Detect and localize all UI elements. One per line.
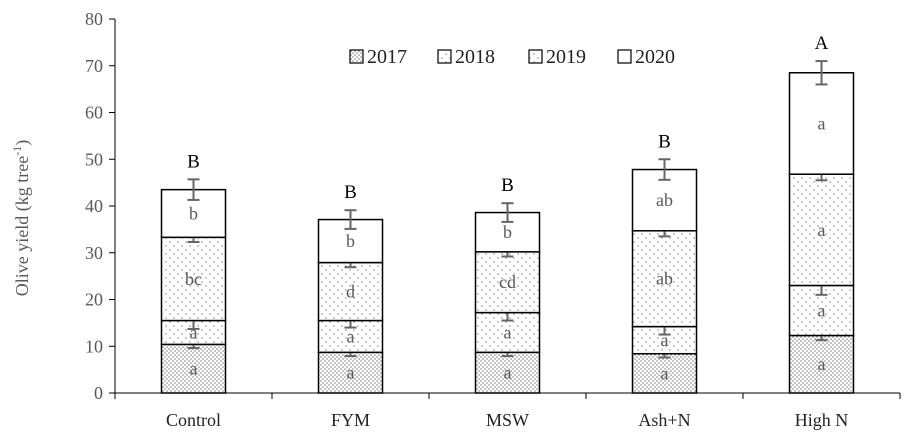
y-tick-label: 70 <box>85 56 103 76</box>
total-significance-label: B <box>344 182 357 203</box>
legend-label: 2020 <box>635 46 675 68</box>
bar-segment <box>788 72 855 175</box>
y-tick-label: 40 <box>85 196 103 216</box>
bar-stack: a a cd b B <box>474 175 541 394</box>
bar-stack: aa ab ab B <box>631 131 698 394</box>
legend-entry: 2020 <box>617 46 675 68</box>
segment-label: b <box>189 203 198 223</box>
segment-label: a <box>661 363 669 383</box>
segment-label: ab <box>656 190 673 210</box>
bar-segment <box>474 251 541 314</box>
total-significance-label: B <box>187 151 200 172</box>
x-axis: Control FYM MSW Ash+N High N <box>114 392 901 430</box>
y-tick-label: 80 <box>85 9 103 29</box>
bar-segment <box>788 173 855 287</box>
bar-stack: aa d b B <box>317 182 384 394</box>
x-tick-label: Control <box>166 410 221 430</box>
legend-label: 2019 <box>546 46 586 68</box>
y-tick-label: 20 <box>85 290 103 310</box>
x-tick-label: Ash+N <box>638 410 690 430</box>
total-significance-label: B <box>658 131 671 152</box>
segment-label: a <box>504 322 512 342</box>
bar-stack: a a a a A <box>788 33 855 394</box>
segment-label: bc <box>185 269 202 289</box>
segment-label: a <box>190 322 198 342</box>
x-tick-label: MSW <box>486 410 529 430</box>
segment-label: a <box>818 300 826 320</box>
y-axis: 0 10 20 30 40 50 60 70 80 <box>85 9 116 403</box>
y-tick-label: 30 <box>85 243 103 263</box>
bar-stack: aa bc b B <box>160 151 227 394</box>
segment-label: b <box>503 222 512 242</box>
legend-entry: 2019 <box>528 46 586 68</box>
segment-label: ab <box>656 269 673 289</box>
legend-entry: 2018 <box>437 46 495 68</box>
bar-segment <box>317 261 384 322</box>
segment-label: a <box>504 363 512 383</box>
segment-label: b <box>346 231 355 251</box>
x-tick-label: FYM <box>331 410 370 430</box>
legend-swatch <box>528 49 543 64</box>
y-tick-label: 0 <box>94 383 103 403</box>
x-tick-label: High N <box>795 410 849 430</box>
y-tick-label: 50 <box>85 149 103 169</box>
legend-label: 2017 <box>367 46 407 68</box>
segment-label: a <box>818 220 826 240</box>
bar-segment <box>631 352 698 394</box>
segment-label: a <box>190 359 198 379</box>
segment-label: a <box>347 363 355 383</box>
total-significance-label: A <box>815 33 829 54</box>
bar-segment <box>474 351 541 394</box>
y-axis-label: Olive yield (kg tree-1) <box>10 140 33 296</box>
bar-segment <box>317 351 384 394</box>
legend-swatch <box>437 49 452 64</box>
segment-label: a <box>661 330 669 350</box>
legend-entry: 2017 <box>349 46 407 68</box>
legend-label: 2018 <box>455 46 495 68</box>
bar-segment <box>631 230 698 328</box>
segment-label: a <box>818 113 826 133</box>
segment-label: a <box>818 354 826 374</box>
legend-swatch <box>349 49 364 64</box>
bar-segment <box>160 343 227 394</box>
total-significance-label: B <box>501 175 514 196</box>
segment-label: a <box>347 326 355 346</box>
y-tick-label: 60 <box>85 103 103 123</box>
y-tick-label: 10 <box>85 336 103 356</box>
legend-swatch <box>617 49 632 64</box>
segment-label: d <box>346 282 355 302</box>
legend: 2017 2018 2019 2020 <box>349 46 675 68</box>
segment-label: cd <box>499 272 516 292</box>
bar-segment <box>160 236 227 322</box>
